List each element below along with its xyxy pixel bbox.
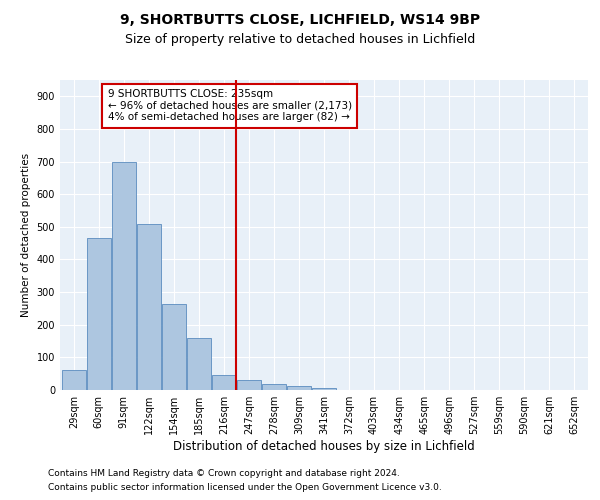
Bar [112, 162, 136, 390]
X-axis label: Distribution of detached houses by size in Lichfield: Distribution of detached houses by size … [173, 440, 475, 453]
Bar [162, 304, 186, 390]
Bar [187, 338, 211, 390]
Bar [237, 380, 261, 390]
Text: Contains public sector information licensed under the Open Government Licence v3: Contains public sector information licen… [48, 484, 442, 492]
Bar [287, 386, 311, 390]
Bar [137, 224, 161, 390]
Text: 9, SHORTBUTTS CLOSE, LICHFIELD, WS14 9BP: 9, SHORTBUTTS CLOSE, LICHFIELD, WS14 9BP [120, 12, 480, 26]
Text: Size of property relative to detached houses in Lichfield: Size of property relative to detached ho… [125, 32, 475, 46]
Bar [312, 388, 336, 390]
Bar [212, 376, 236, 390]
Text: 9 SHORTBUTTS CLOSE: 235sqm
← 96% of detached houses are smaller (2,173)
4% of se: 9 SHORTBUTTS CLOSE: 235sqm ← 96% of deta… [107, 90, 352, 122]
Y-axis label: Number of detached properties: Number of detached properties [21, 153, 31, 317]
Bar [262, 384, 286, 390]
Bar [87, 238, 110, 390]
Text: Contains HM Land Registry data © Crown copyright and database right 2024.: Contains HM Land Registry data © Crown c… [48, 468, 400, 477]
Bar [62, 370, 86, 390]
